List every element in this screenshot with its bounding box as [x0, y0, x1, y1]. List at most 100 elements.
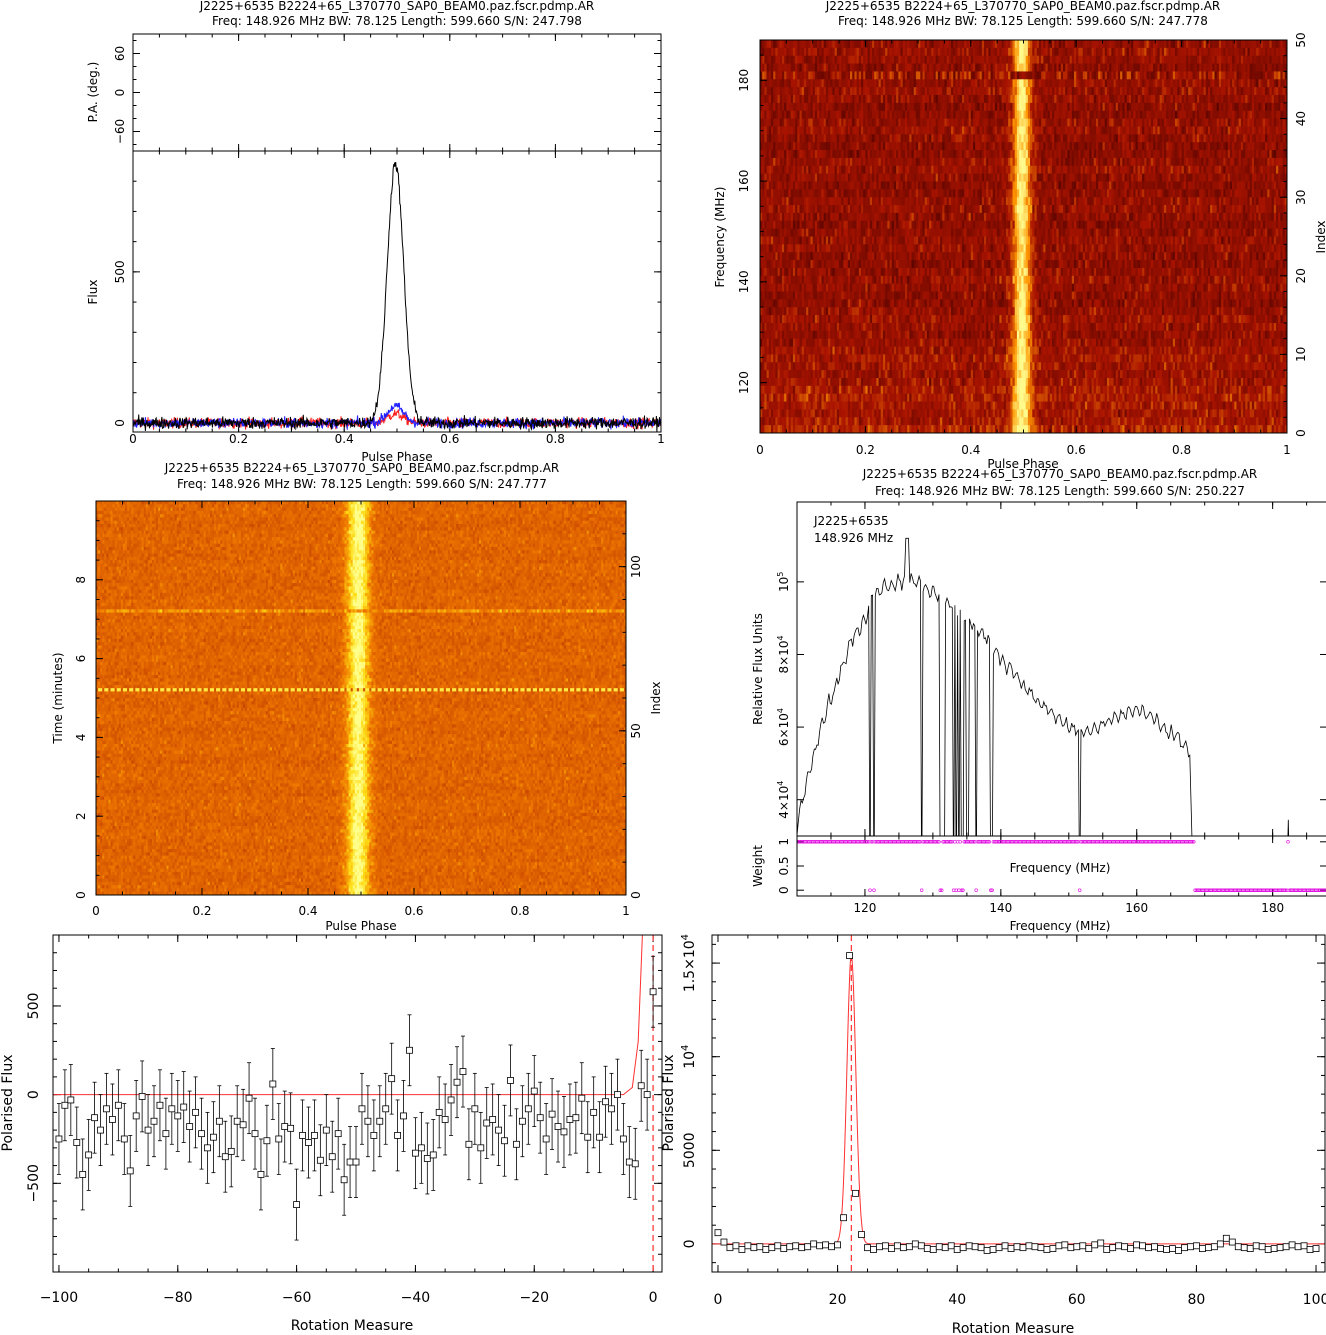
heatmap-cell: [1013, 150, 1016, 158]
heatmap-cell: [1129, 119, 1132, 127]
heatmap-cell: [1028, 48, 1031, 56]
heatmap-cell: [1153, 174, 1156, 182]
heatmap-cell: [1199, 40, 1202, 48]
heatmap-cell: [1179, 126, 1182, 134]
heatmap-cell: [1074, 71, 1077, 79]
heatmap-cell: [1100, 119, 1103, 127]
heatmap-cell: [907, 56, 910, 64]
pa-axis-label: P.A. (deg.): [86, 62, 100, 123]
heatmap-cell: [773, 71, 776, 79]
heatmap-cell: [826, 111, 829, 119]
heatmap-cell: [1074, 142, 1077, 150]
heatmap-cell: [802, 111, 805, 119]
heatmap-cell: [1111, 56, 1114, 64]
heatmap-cell: [1197, 134, 1200, 142]
heatmap-cell: [925, 87, 928, 95]
heatmap-cell: [863, 119, 866, 127]
heatmap-cell: [800, 142, 803, 150]
heatmap-cell: [778, 150, 781, 158]
heatmap-cell: [982, 174, 985, 182]
heatmap-cell: [1166, 87, 1169, 95]
heatmap-cell: [1008, 103, 1011, 111]
heatmap-cell: [907, 119, 910, 127]
heatmap-cell: [1280, 166, 1283, 174]
heatmap-cell: [795, 119, 798, 127]
heatmap-cell: [1237, 166, 1240, 174]
heatmap-cell: [993, 103, 996, 111]
heatmap-cell: [876, 158, 879, 166]
heatmap-cell: [1219, 158, 1222, 166]
heatmap-cell: [916, 126, 919, 134]
heatmap-cell: [1081, 126, 1084, 134]
heatmap-cell: [1010, 48, 1013, 56]
heatmap-cell: [1274, 111, 1277, 119]
heatmap-cell: [804, 40, 807, 48]
heatmap-cell: [958, 126, 961, 134]
heatmap-cell: [854, 103, 857, 111]
heatmap-cell: [1149, 158, 1152, 166]
heatmap-cell: [999, 134, 1002, 142]
heatmap-cell: [821, 119, 824, 127]
heatmap-cell: [771, 64, 774, 72]
heatmap-cell: [1232, 150, 1235, 158]
heatmap-cell: [1028, 174, 1031, 182]
heatmap-cell: [925, 174, 928, 182]
heatmap-cell: [1089, 166, 1092, 174]
heatmap-cell: [931, 103, 934, 111]
heatmap-cell: [1171, 71, 1174, 79]
heatmap-cell: [1197, 142, 1200, 150]
heatmap-cell: [901, 142, 904, 150]
heatmap-cell: [1065, 166, 1068, 174]
heatmap-cell: [832, 87, 835, 95]
heatmap-cell: [863, 126, 866, 134]
heatmap-cell: [1175, 111, 1178, 119]
heatmap-cell: [1190, 142, 1193, 150]
heatmap-cell: [1247, 40, 1250, 48]
heatmap-cell: [1056, 142, 1059, 150]
heatmap-cell: [1261, 48, 1264, 56]
heatmap-cell: [857, 40, 860, 48]
heatmap-cell: [1190, 56, 1193, 64]
heatmap-cell: [896, 71, 899, 79]
heatmap-cell: [850, 174, 853, 182]
heatmap-cell: [1048, 158, 1051, 166]
heatmap-cell: [784, 103, 787, 111]
heatmap-cell: [865, 56, 868, 64]
heatmap-cell: [1261, 87, 1264, 95]
heatmap-cell: [1201, 174, 1204, 182]
heatmap-cell: [1081, 48, 1084, 56]
heatmap-cell: [962, 56, 965, 64]
heatmap-cell: [846, 166, 849, 174]
heatmap-cell: [824, 56, 827, 64]
heatmap-cell: [975, 134, 978, 142]
heatmap-cell: [1032, 95, 1035, 103]
heatmap-cell: [1250, 48, 1253, 56]
heatmap-cell: [1133, 48, 1136, 56]
heatmap-cell: [1162, 103, 1165, 111]
heatmap-cell: [778, 158, 781, 166]
heatmap-cell: [1140, 103, 1143, 111]
heatmap-cell: [1274, 40, 1277, 48]
heatmap-cell: [1078, 40, 1081, 48]
heatmap-cell: [1223, 103, 1226, 111]
heatmap-cell: [1217, 119, 1220, 127]
heatmap-cell: [1179, 48, 1182, 56]
heatmap-cell: [920, 174, 923, 182]
heatmap-cell: [1193, 95, 1196, 103]
heatmap-cell: [929, 103, 932, 111]
heatmap-cell: [1083, 158, 1086, 166]
heatmap-cell: [892, 56, 895, 64]
heatmap-cell: [769, 95, 772, 103]
heatmap-cell: [1026, 87, 1029, 95]
heatmap-cell: [942, 79, 945, 87]
heatmap-cell: [861, 158, 864, 166]
heatmap-cell: [925, 158, 928, 166]
heatmap-cell: [778, 166, 781, 174]
heatmap-cell: [1045, 103, 1048, 111]
heatmap-cell: [916, 111, 919, 119]
heatmap-cell: [789, 95, 792, 103]
heatmap-cell: [984, 166, 987, 174]
heatmap-cell: [907, 150, 910, 158]
heatmap-cell: [1105, 158, 1108, 166]
heatmap-cell: [1226, 150, 1229, 158]
